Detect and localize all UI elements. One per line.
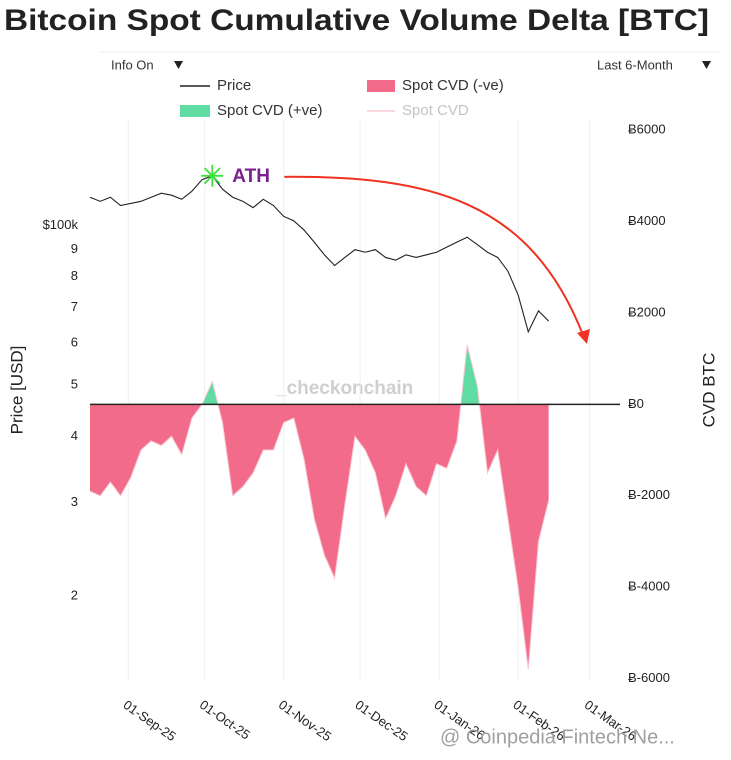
y-axis-label: Price [USD] bbox=[7, 346, 26, 435]
y2-tick-label: Ƀ-6000 bbox=[628, 670, 670, 685]
legend-label: Spot CVD (-ve) bbox=[402, 77, 504, 94]
legend-label: Spot CVD (+ve) bbox=[217, 102, 322, 119]
range-dropdown[interactable]: Last 6-Month bbox=[597, 57, 711, 72]
y2-tick-label: Ƀ-2000 bbox=[628, 487, 670, 502]
y-tick-label: $100k bbox=[43, 217, 79, 232]
y-tick-label: 5 bbox=[71, 377, 78, 392]
y-tick-label: 3 bbox=[71, 494, 78, 509]
x-tick-label: 01-Dec-25 bbox=[352, 697, 410, 744]
ath-star-ray bbox=[203, 167, 221, 185]
y-tick-label: 9 bbox=[71, 241, 78, 256]
legend-label: Price bbox=[217, 77, 251, 94]
annotation: ATH bbox=[232, 166, 270, 187]
info-dropdown[interactable]: Info On bbox=[111, 57, 183, 72]
dropdown-arrow[interactable] bbox=[174, 61, 183, 69]
y2-tick-label: Ƀ0 bbox=[628, 396, 644, 411]
x-tick-label: 01-Sep-25 bbox=[121, 697, 179, 744]
dropdown-arrow[interactable] bbox=[702, 61, 711, 69]
y-tick-label: 6 bbox=[71, 335, 78, 350]
ath-marker bbox=[201, 164, 224, 187]
footer-watermark: @ Coinpedia Fintech Ne... bbox=[440, 726, 675, 748]
dropdown-label[interactable]: Last 6-Month bbox=[597, 57, 673, 72]
y-tick-label: 8 bbox=[71, 268, 78, 283]
x-tick-label: 01-Oct-25 bbox=[197, 697, 253, 742]
y2-tick-label: Ƀ2000 bbox=[628, 304, 666, 319]
watermark: _checkonchain bbox=[275, 378, 413, 399]
cvd-line bbox=[89, 344, 550, 670]
price-line bbox=[89, 175, 550, 334]
y2-axis-label: CVD BTC bbox=[699, 353, 718, 428]
y-tick-label: 7 bbox=[71, 299, 78, 314]
dropdown-label[interactable]: Info On bbox=[111, 57, 154, 72]
legend-swatch bbox=[180, 105, 210, 117]
y2-tick-label: Ƀ6000 bbox=[628, 121, 666, 136]
y2-tick-label: Ƀ4000 bbox=[628, 213, 666, 228]
y-tick-label: 2 bbox=[71, 588, 78, 603]
y-tick-label: 4 bbox=[71, 428, 78, 443]
legend-label: Spot CVD bbox=[402, 102, 469, 119]
chart-title: Bitcoin Spot Cumulative Volume Delta [BT… bbox=[4, 4, 709, 37]
y2-tick-label: Ƀ-4000 bbox=[628, 579, 670, 594]
arrow-head bbox=[577, 329, 590, 344]
x-tick-label: 01-Nov-25 bbox=[276, 697, 334, 744]
legend-swatch bbox=[367, 80, 395, 92]
annotation-arrow bbox=[284, 175, 584, 336]
